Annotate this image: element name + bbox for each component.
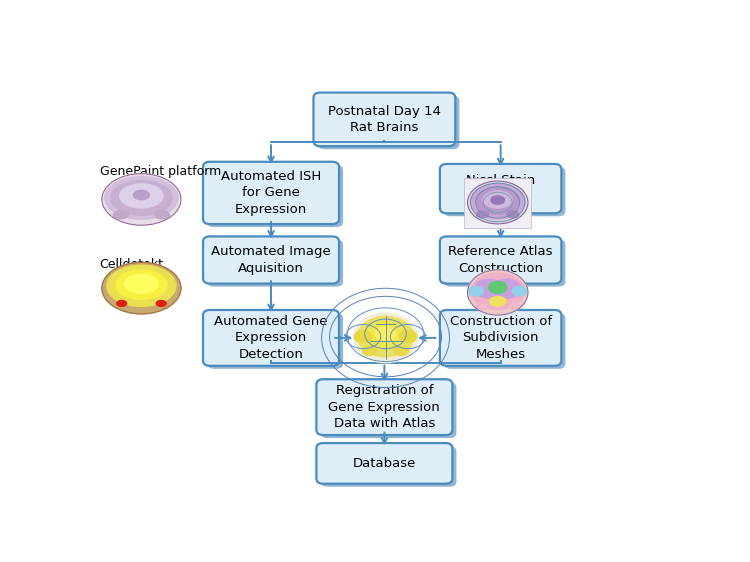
Ellipse shape xyxy=(467,181,528,224)
Ellipse shape xyxy=(512,287,526,296)
Ellipse shape xyxy=(475,303,488,310)
Ellipse shape xyxy=(362,346,376,356)
Ellipse shape xyxy=(117,301,127,306)
Text: Reference Atlas
Construction: Reference Atlas Construction xyxy=(448,245,553,275)
Ellipse shape xyxy=(375,327,396,341)
Text: GenePaint platform: GenePaint platform xyxy=(100,165,220,178)
Ellipse shape xyxy=(507,211,519,218)
FancyBboxPatch shape xyxy=(314,93,455,146)
Ellipse shape xyxy=(509,303,520,310)
FancyBboxPatch shape xyxy=(203,162,339,224)
Text: Construction of
Subdivision
Meshes: Construction of Subdivision Meshes xyxy=(449,315,552,361)
Ellipse shape xyxy=(111,180,172,215)
FancyBboxPatch shape xyxy=(316,379,452,435)
Ellipse shape xyxy=(156,301,166,306)
FancyBboxPatch shape xyxy=(207,313,343,369)
Ellipse shape xyxy=(394,346,409,356)
Ellipse shape xyxy=(467,270,528,315)
Ellipse shape xyxy=(469,287,483,296)
Ellipse shape xyxy=(113,211,128,219)
FancyBboxPatch shape xyxy=(203,237,339,284)
Ellipse shape xyxy=(105,176,178,219)
Text: Automated Gene
Expression
Detection: Automated Gene Expression Detection xyxy=(214,315,328,361)
FancyBboxPatch shape xyxy=(203,310,339,366)
Ellipse shape xyxy=(476,187,520,214)
Text: Celldetekt: Celldetekt xyxy=(100,258,164,271)
Text: Automated ISH
for Gene
Expression: Automated ISH for Gene Expression xyxy=(221,170,321,216)
Ellipse shape xyxy=(354,330,372,343)
Ellipse shape xyxy=(489,282,507,293)
FancyBboxPatch shape xyxy=(316,443,452,484)
Ellipse shape xyxy=(102,262,181,314)
Ellipse shape xyxy=(154,211,170,219)
FancyBboxPatch shape xyxy=(444,239,566,287)
Ellipse shape xyxy=(366,321,405,348)
FancyBboxPatch shape xyxy=(464,178,531,228)
Ellipse shape xyxy=(124,274,158,293)
Text: Postnatal Day 14
Rat Brains: Postnatal Day 14 Rat Brains xyxy=(328,105,441,134)
FancyBboxPatch shape xyxy=(444,167,566,216)
Ellipse shape xyxy=(470,183,525,219)
Ellipse shape xyxy=(106,265,176,306)
FancyBboxPatch shape xyxy=(440,237,561,284)
FancyBboxPatch shape xyxy=(440,164,561,213)
Ellipse shape xyxy=(471,273,524,310)
FancyBboxPatch shape xyxy=(207,239,343,287)
FancyBboxPatch shape xyxy=(207,165,343,227)
Text: Automated Image
Aquisition: Automated Image Aquisition xyxy=(211,245,331,275)
Ellipse shape xyxy=(134,191,149,200)
Text: Registration of
Gene Expression
Data with Atlas: Registration of Gene Expression Data wit… xyxy=(328,384,440,430)
FancyBboxPatch shape xyxy=(444,313,566,369)
FancyBboxPatch shape xyxy=(317,96,459,149)
FancyBboxPatch shape xyxy=(320,382,457,438)
Ellipse shape xyxy=(490,297,506,306)
Ellipse shape xyxy=(399,330,417,343)
FancyBboxPatch shape xyxy=(440,310,561,366)
Ellipse shape xyxy=(476,211,489,218)
Ellipse shape xyxy=(491,196,505,204)
Ellipse shape xyxy=(358,316,413,357)
Ellipse shape xyxy=(120,184,164,208)
Ellipse shape xyxy=(353,313,418,362)
FancyBboxPatch shape xyxy=(320,446,457,487)
Ellipse shape xyxy=(102,174,181,225)
Text: Database: Database xyxy=(352,457,416,470)
Ellipse shape xyxy=(116,270,167,300)
Ellipse shape xyxy=(483,191,512,208)
Ellipse shape xyxy=(493,279,521,298)
Text: Nissl Stain
Images: Nissl Stain Images xyxy=(466,174,536,203)
Ellipse shape xyxy=(474,279,503,298)
